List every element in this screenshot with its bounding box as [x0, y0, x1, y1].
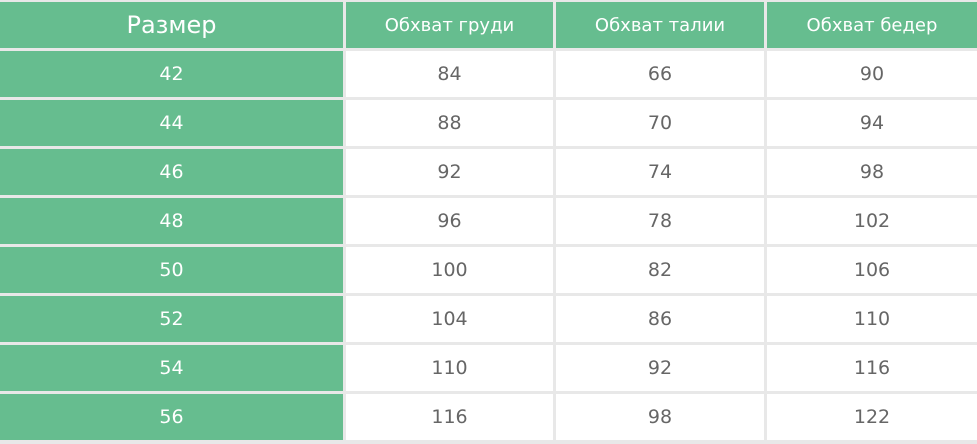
waist-cell: 74 — [556, 149, 764, 195]
chest-cell: 88 — [346, 100, 553, 146]
hips-cell: 98 — [767, 149, 977, 195]
chest-cell: 92 — [346, 149, 553, 195]
chest-cell: 96 — [346, 198, 553, 244]
size-cell: 44 — [0, 100, 343, 146]
chest-cell: 84 — [346, 51, 553, 97]
waist-cell: 78 — [556, 198, 764, 244]
header-row: Размер Обхват груди Обхват талии Обхват … — [0, 2, 977, 48]
table-row: 56 116 98 122 — [0, 394, 977, 440]
hips-cell: 122 — [767, 394, 977, 440]
hips-cell: 90 — [767, 51, 977, 97]
size-cell: 46 — [0, 149, 343, 195]
waist-cell: 92 — [556, 345, 764, 391]
hips-cell: 102 — [767, 198, 977, 244]
table-row: 52 104 86 110 — [0, 296, 977, 342]
hips-cell: 116 — [767, 345, 977, 391]
chest-cell: 116 — [346, 394, 553, 440]
table-row: 48 96 78 102 — [0, 198, 977, 244]
hips-cell: 106 — [767, 247, 977, 293]
size-cell: 50 — [0, 247, 343, 293]
table-row: 54 110 92 116 — [0, 345, 977, 391]
chest-cell: 100 — [346, 247, 553, 293]
waist-cell: 82 — [556, 247, 764, 293]
size-cell: 52 — [0, 296, 343, 342]
size-cell: 48 — [0, 198, 343, 244]
size-cell: 56 — [0, 394, 343, 440]
header-size: Размер — [0, 2, 343, 48]
table-row: 50 100 82 106 — [0, 247, 977, 293]
waist-cell: 98 — [556, 394, 764, 440]
waist-cell: 86 — [556, 296, 764, 342]
table-row: 44 88 70 94 — [0, 100, 977, 146]
hips-cell: 94 — [767, 100, 977, 146]
size-cell: 54 — [0, 345, 343, 391]
hips-cell: 110 — [767, 296, 977, 342]
chest-cell: 104 — [346, 296, 553, 342]
chest-cell: 110 — [346, 345, 553, 391]
waist-cell: 70 — [556, 100, 764, 146]
header-waist: Обхват талии — [556, 2, 764, 48]
header-hips: Обхват бедер — [767, 2, 977, 48]
header-chest: Обхват груди — [346, 2, 553, 48]
size-cell: 42 — [0, 51, 343, 97]
table-row: 42 84 66 90 — [0, 51, 977, 97]
waist-cell: 66 — [556, 51, 764, 97]
table-row: 46 92 74 98 — [0, 149, 977, 195]
